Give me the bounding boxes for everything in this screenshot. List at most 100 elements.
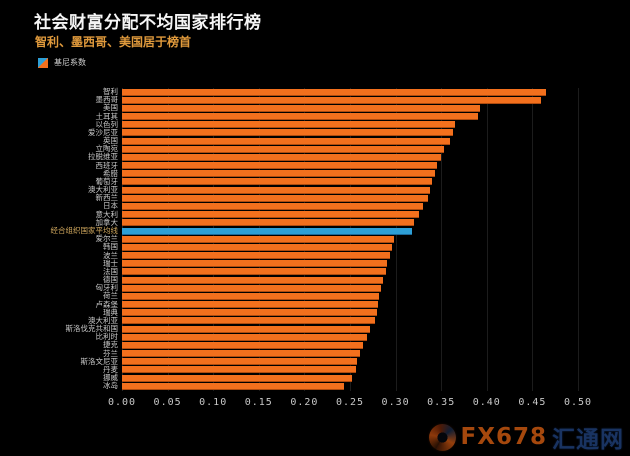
bar-row: 荷兰: [0, 292, 630, 300]
x-tick-label: 0.25: [335, 397, 365, 408]
gini-bar: [122, 292, 380, 300]
legend-label: 基尼系数: [54, 58, 86, 67]
gini-bar: [122, 366, 357, 374]
country-label: 斯洛伐克共和国: [65, 324, 119, 334]
bar-row: 卢森堡: [0, 299, 630, 309]
gini-bar: [122, 211, 420, 219]
x-tick-label: 0.00: [107, 397, 137, 408]
bar-row: 立陶宛: [0, 145, 630, 153]
country-label: 经合组织国家平均线: [50, 226, 119, 235]
x-tick-label: 0.15: [244, 397, 273, 408]
gini-bar: [122, 276, 383, 284]
country-label: 爱尔兰: [95, 234, 119, 244]
gridline: [578, 88, 579, 391]
bar-row: 韩国: [0, 243, 630, 251]
gini-bar: [122, 194, 428, 202]
bar-row: 匈牙利: [0, 284, 630, 292]
x-tick-label: 0.35: [427, 397, 456, 408]
bar-row: 瑞士: [0, 259, 630, 268]
gini-bar: [122, 358, 358, 366]
gini-bar: [122, 153, 442, 161]
country-label: 西班牙: [95, 160, 119, 170]
gridline: [441, 88, 443, 391]
country-label: 捷克: [103, 340, 118, 350]
country-label: 韩国: [103, 242, 118, 252]
bar-row: 丹麦: [0, 364, 630, 374]
country-label: 土耳其: [95, 111, 119, 121]
country-label: 德国: [103, 275, 118, 285]
bar-rows: 智利 墨西哥 美国 土耳其 以色列 爱沙尼亚 英国 立陶宛 拉脱维亚 西班牙 希腊 葡萄牙澳大利亚 新西…: [0, 88, 630, 390]
bar-row: 澳大利亚: [0, 315, 630, 325]
country-label: 丹麦: [103, 364, 118, 374]
gini-bar: [122, 178, 433, 186]
gini-bar: [122, 284, 381, 292]
country-label: 以色列: [95, 119, 119, 129]
legend: 基尼系数: [38, 57, 86, 68]
bar-row: 波兰: [0, 250, 630, 260]
bar-row: 挪威: [0, 374, 630, 382]
x-tick-label: 0.10: [199, 397, 228, 408]
country-label: 挪威: [103, 373, 118, 383]
bar-row: 拉脱维亚: [0, 153, 630, 161]
country-label: 法国: [103, 266, 118, 276]
bar-row: 英国: [0, 137, 630, 145]
bar-row: 葡萄牙: [0, 177, 630, 186]
country-label: 爱沙尼亚: [88, 127, 118, 137]
legend-swatch-icon: [38, 57, 48, 68]
x-tick-label: 0.45: [518, 397, 547, 408]
gini-bar: [122, 374, 352, 382]
bar-row: 冰岛: [0, 382, 630, 390]
gini-bar: [122, 104, 481, 112]
country-label: 瑞典: [103, 307, 118, 317]
country-label: 荷兰: [103, 291, 118, 301]
country-label: 波兰: [103, 250, 118, 260]
bar-row: 经合组织国家平均线: [0, 227, 630, 235]
bar-row: 瑞典: [0, 307, 630, 317]
country-label: 匈牙利: [95, 283, 119, 293]
gini-bar: [122, 137, 451, 145]
bar-row: 爱沙尼亚: [0, 127, 630, 137]
gini-bar: [122, 301, 379, 309]
country-label: 意大利: [95, 209, 119, 219]
country-label: 墨西哥: [95, 95, 119, 105]
chart-subtitle: 智利、墨西哥、美国居于榜首: [35, 35, 192, 49]
country-label: 澳大利亚: [88, 315, 118, 325]
country-label: 冰岛: [103, 381, 118, 391]
gridline: [532, 88, 534, 391]
x-axis: 0.00 0.05 0.10 0.15 0.20 0.25 0.30 0.35 0.40 0.45…: [0, 397, 630, 411]
bar-row: 智利: [0, 88, 630, 96]
country-label: 拉脱维亚: [88, 152, 118, 162]
bar-row: 德国: [0, 276, 630, 284]
gini-bar: [122, 113, 478, 121]
gini-bar: [122, 333, 368, 341]
gridline: [486, 88, 488, 391]
fx678-flame-logo-icon: [428, 423, 456, 451]
country-label: 日本: [103, 201, 118, 211]
gini-bar: [122, 243, 392, 251]
bar-row: 加拿大: [0, 218, 630, 227]
gini-bar: [122, 317, 375, 325]
x-tick-label: 0.50: [563, 397, 593, 408]
bar-row: 西班牙: [0, 160, 630, 170]
bar-row: 土耳其: [0, 111, 630, 121]
bar-row: 日本: [0, 202, 630, 210]
country-label: 卢森堡: [95, 299, 119, 309]
bar-row: 芬兰: [0, 348, 630, 358]
country-label: 希腊: [103, 168, 118, 178]
chart-title: 社会财富分配不均国家排行榜: [34, 13, 262, 33]
x-tick-label: 0.20: [290, 397, 319, 408]
country-label: 芬兰: [103, 348, 118, 358]
country-label: 新西兰: [95, 193, 119, 203]
bar-row: 斯洛文尼亚: [0, 357, 630, 366]
country-label: 智利: [103, 87, 118, 97]
gini-bar: [122, 96, 541, 104]
country-label: 美国: [103, 103, 118, 113]
gini-bar: [122, 129, 454, 137]
gini-bar: [122, 309, 378, 317]
gini-bar: [122, 235, 394, 243]
bar-row: 法国: [0, 266, 630, 276]
x-tick-label: 0.30: [381, 397, 410, 408]
gini-bar: [122, 341, 363, 349]
gini-bar: [122, 252, 391, 260]
gini-bar: [122, 325, 371, 333]
